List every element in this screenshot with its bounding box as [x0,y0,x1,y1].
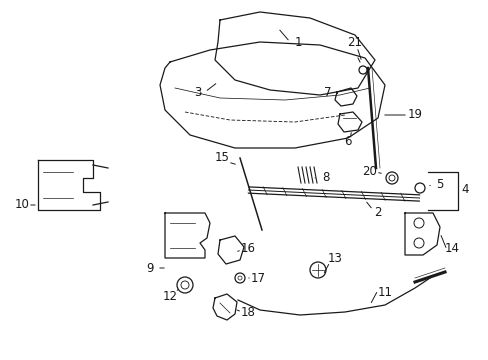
Text: 19: 19 [407,108,422,121]
Text: 20: 20 [362,166,377,179]
Text: 4: 4 [460,184,468,197]
Text: 18: 18 [240,306,255,319]
Text: 21: 21 [347,36,362,49]
Text: 7: 7 [324,85,331,99]
Text: 1: 1 [294,36,301,49]
Text: 9: 9 [146,261,153,274]
Text: 6: 6 [344,135,351,148]
Text: 16: 16 [240,242,255,255]
Text: 12: 12 [162,289,177,302]
Text: 2: 2 [373,207,381,220]
Text: 11: 11 [377,285,392,298]
Text: 13: 13 [327,252,342,265]
Text: 3: 3 [194,85,201,99]
Text: 10: 10 [15,198,29,211]
Text: 17: 17 [250,271,265,284]
Text: 15: 15 [214,152,229,165]
Text: 14: 14 [444,242,459,255]
Text: 8: 8 [322,171,329,184]
Text: 5: 5 [435,179,443,192]
